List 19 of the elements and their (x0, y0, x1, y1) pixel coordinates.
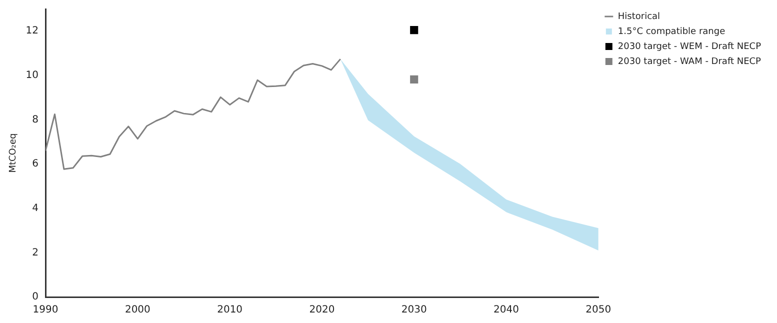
legend-label: 1.5°C compatible range (618, 26, 726, 37)
x-tick-label: 2040 (494, 304, 519, 316)
y-axis-title: MtCO₂eq (8, 133, 19, 173)
x-tick-label: 2050 (586, 304, 612, 316)
legend-label: 2030 target - WEM - Draft NECP (618, 42, 762, 52)
x-tick-label: 2000 (124, 304, 150, 316)
x-tick-label: 2030 (401, 304, 427, 316)
x-tick-label: 1990 (32, 304, 58, 316)
y-tick-label: 2 (32, 247, 39, 258)
legend-label: 2030 target - WAM - Draft NECP (618, 56, 762, 67)
x-tick-label: 2020 (309, 304, 335, 316)
legend-label: Historical (618, 12, 660, 22)
y-tick-label: 0 (32, 292, 39, 303)
y-tick-label: 12 (26, 26, 39, 37)
y-tick-label: 8 (32, 114, 39, 126)
y-tick-label: 10 (26, 70, 39, 82)
y-tick-label: 6 (32, 158, 39, 170)
x-tick-label: 2010 (217, 304, 243, 316)
y-tick-label: 4 (32, 202, 39, 214)
